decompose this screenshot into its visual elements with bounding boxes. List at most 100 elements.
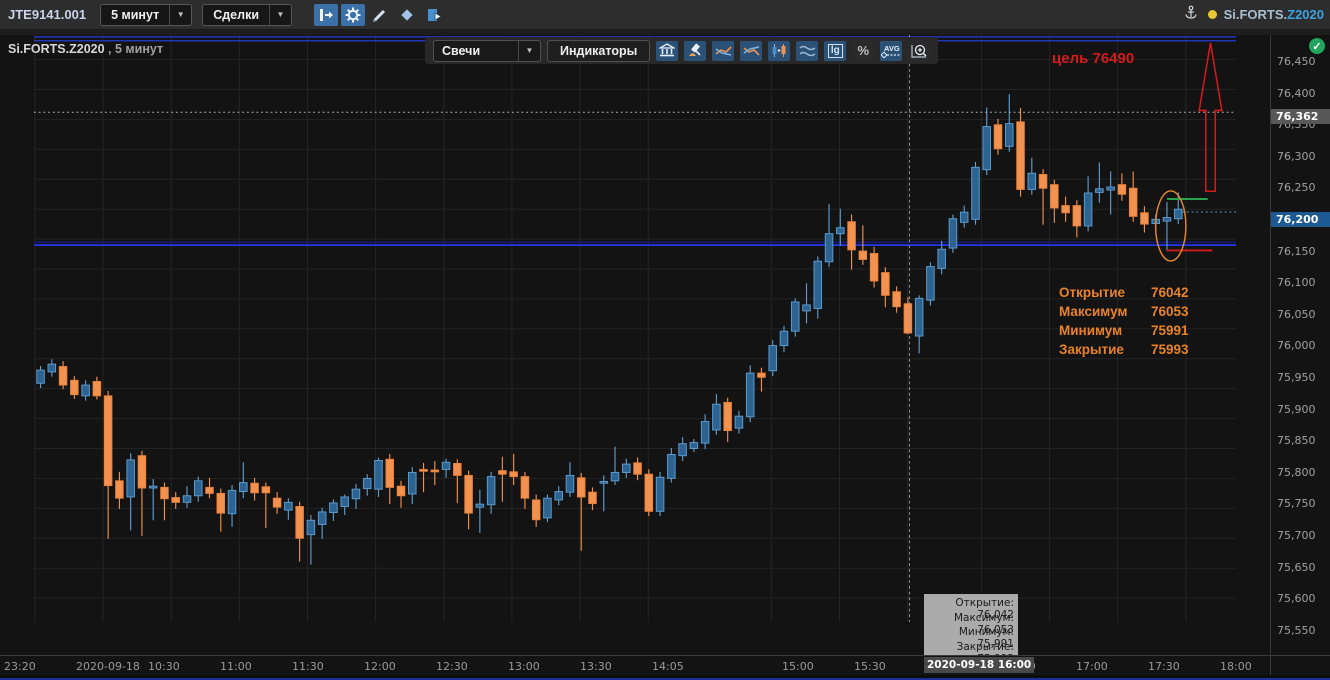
candle-body: [734, 415, 744, 429]
price-axis[interactable]: ✓ 76,45076,40076,35076,30076,25076,20076…: [1270, 35, 1330, 655]
candle-body: [892, 291, 901, 308]
ohlc-label: Максимум: [1059, 304, 1128, 319]
candle-body: [374, 459, 383, 490]
candle-body: [644, 473, 654, 512]
time-tick-label: 2020-09-18: [76, 660, 140, 673]
candle-body: [971, 166, 980, 220]
instrument-status: Si.FORTS. Z2020: [1184, 5, 1324, 25]
candle-body: [250, 482, 259, 494]
candle-body: [847, 221, 856, 251]
tooltip-row: Закрытие: 75,993: [956, 640, 1014, 665]
ohlc-value: 75993: [1151, 342, 1189, 357]
price-tick-label: 76,450: [1277, 54, 1316, 68]
candle-body: [205, 486, 214, 494]
candle-body: [1140, 212, 1149, 225]
price-tick-label: 75,800: [1277, 465, 1316, 479]
candle-body: [678, 443, 687, 457]
candle-body: [588, 491, 597, 505]
candle-body: [1083, 192, 1093, 227]
candle-body: [396, 485, 406, 497]
candle-body: [81, 384, 90, 397]
candle-body: [70, 379, 79, 396]
ohlc-value: 76053: [1151, 304, 1189, 319]
last-price-badge: 76,200: [1271, 211, 1330, 227]
gear-icon[interactable]: [341, 3, 366, 26]
candle-body: [700, 421, 710, 444]
time-tick-label: 11:30: [292, 660, 324, 673]
target-annotation: цель 76490: [1052, 50, 1135, 67]
chart-type-select[interactable]: Свечи ▼: [433, 39, 541, 62]
candle-body: [36, 369, 45, 384]
deals-select[interactable]: Сделки ▼: [202, 3, 293, 26]
chevron-down-icon: ▼: [518, 40, 540, 61]
candle-body: [182, 495, 192, 503]
candle-body: [126, 459, 135, 498]
candle-body: [148, 485, 158, 489]
candle-body: [1162, 217, 1172, 222]
time-tick-label: 14:05: [652, 660, 684, 673]
export-icon[interactable]: [422, 4, 446, 26]
candle-body: [959, 211, 969, 223]
candle-body: [790, 301, 800, 332]
time-tick-label: 13:00: [508, 660, 540, 673]
price-tick-label: 75,900: [1277, 402, 1316, 416]
eraser-diamond-icon[interactable]: [395, 4, 419, 26]
candle-body: [419, 468, 428, 472]
anchor-icon: [1184, 5, 1198, 25]
candle-body: [869, 252, 879, 282]
candle-body: [576, 477, 586, 498]
candle-body: [58, 366, 68, 386]
candle-body: [272, 497, 282, 508]
price-tick-label: 76,000: [1277, 339, 1316, 353]
time-tick-label: 17:30: [1148, 660, 1180, 673]
candle-body: [633, 462, 642, 475]
percent-icon[interactable]: %: [852, 40, 875, 61]
trendlines-icon[interactable]: [712, 40, 735, 61]
bar-shift-icon[interactable]: [314, 3, 339, 26]
price-tick-label: 75,850: [1277, 434, 1316, 448]
candle-compress-icon[interactable]: [768, 40, 791, 61]
price-tick-label: 75,750: [1277, 497, 1316, 511]
axis-corner: [1270, 655, 1330, 675]
trendlines2-icon[interactable]: [740, 40, 763, 61]
candle-body: [543, 497, 552, 519]
target-arrow[interactable]: [1198, 42, 1223, 192]
ohlc-label: Открытие: [1059, 285, 1126, 300]
price-tick-label: 76,100: [1277, 276, 1316, 290]
log-scale-icon[interactable]: lg: [824, 40, 847, 61]
zigzag-icon[interactable]: [796, 40, 819, 61]
candle-body: [520, 476, 530, 499]
indicators-button[interactable]: Индикаторы: [547, 39, 651, 62]
candle-body: [1072, 205, 1082, 227]
candle-body: [1106, 186, 1115, 191]
status-dot-icon: [1207, 10, 1217, 19]
gavel-icon[interactable]: [684, 40, 707, 61]
price-tick-label: 75,600: [1277, 592, 1316, 606]
candle-body: [610, 471, 620, 482]
candle-body: [937, 248, 946, 269]
price-tick-label: 75,950: [1277, 371, 1316, 385]
candlestick-chart[interactable]: [0, 35, 1270, 655]
time-axis[interactable]: 23:20 2020-09-18 10:30 11:00 11:30 12:00 12:30…: [0, 655, 1270, 675]
chart-toolbar: Свечи ▼ Индикаторы: [425, 37, 939, 64]
pencil-icon[interactable]: [368, 4, 392, 26]
bank-icon[interactable]: [656, 40, 679, 61]
candle-body: [103, 395, 113, 487]
tooltip-row: Открытие: 76,042: [955, 597, 1014, 621]
candle-body: [453, 462, 462, 476]
candle-body: [193, 480, 203, 497]
candle-body: [993, 124, 1003, 150]
candle-body: [723, 401, 732, 432]
candle-body: [926, 266, 935, 301]
candle-body: [881, 272, 890, 296]
candle-body: [531, 499, 541, 521]
candle-body: [171, 497, 180, 503]
candle-body: [903, 303, 913, 334]
candle-body: [667, 454, 676, 479]
zoom-plus-icon[interactable]: [908, 40, 931, 61]
highlight-ellipse[interactable]: [1154, 190, 1187, 262]
interval-select[interactable]: 5 минут ▼: [100, 3, 193, 26]
price-tick-label: 76,400: [1277, 86, 1316, 100]
average-icon[interactable]: AVG: [880, 40, 903, 61]
ohlc-value: 75991: [1151, 323, 1189, 338]
